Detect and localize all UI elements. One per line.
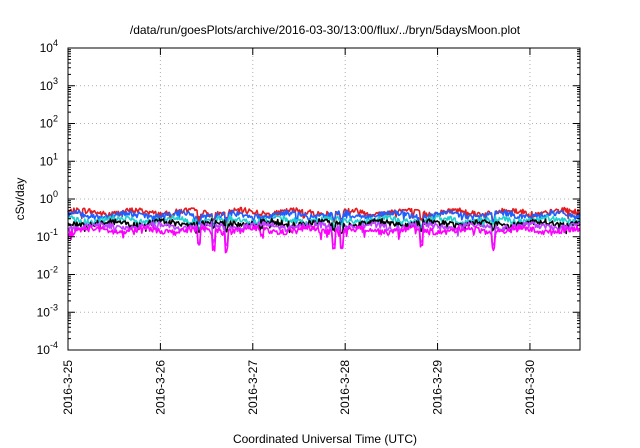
series-line — [67, 225, 581, 254]
y-tick-label-base: 10 — [37, 343, 51, 357]
grid — [68, 48, 580, 350]
x-tick-label: 2016-3-30 — [523, 360, 537, 415]
y-tick-label-exponent: -4 — [50, 340, 58, 350]
y-tick-label-base: 10 — [37, 305, 51, 319]
y-tick-label-exponent: 4 — [53, 38, 58, 48]
y-axis-label: cSv/day — [13, 178, 27, 221]
x-tick-label: 2016-3-26 — [153, 360, 167, 415]
ticks — [67, 47, 580, 351]
chart-title: /data/run/goesPlots/archive/2016-03-30/1… — [130, 23, 521, 37]
y-tick-label-base: 10 — [37, 268, 51, 282]
y-tick-label: 10-2 — [37, 265, 58, 282]
y-tick-label-exponent: -3 — [50, 302, 58, 312]
y-tick-label-exponent: 3 — [53, 76, 58, 86]
y-tick-label: 10-3 — [37, 302, 58, 319]
y-tick-label: 104 — [40, 38, 58, 55]
x-tick-label: 2016-3-28 — [338, 360, 352, 415]
y-tick-label-base: 10 — [40, 117, 54, 131]
series-layer — [67, 206, 581, 254]
x-tick-labels: 2016-3-25 2016-3-26 2016-3-27 2016-3-28 2016… — [61, 360, 537, 415]
x-tick-label: 2016-3-27 — [246, 360, 260, 415]
y-tick-label-exponent: 0 — [53, 189, 58, 199]
x-tick-label: 2016-3-25 — [61, 360, 75, 415]
y-tick-label-exponent: -2 — [50, 265, 58, 275]
y-tick-label-exponent: 1 — [53, 151, 58, 161]
y-tick-label: 10-1 — [37, 227, 58, 244]
series-line — [67, 221, 581, 250]
y-tick-label: 10-4 — [37, 340, 58, 357]
x-tick-label: 2016-3-29 — [431, 360, 445, 415]
y-tick-label-exponent: -1 — [50, 227, 58, 237]
y-tick-label-exponent: 2 — [53, 114, 58, 124]
y-tick-label: 103 — [40, 76, 58, 93]
y-tick-label-base: 10 — [37, 230, 51, 244]
y-tick-label-base: 10 — [40, 79, 54, 93]
y-tick-label-base: 10 — [40, 192, 54, 206]
x-axis-label: Coordinated Universal Time (UTC) — [233, 432, 417, 446]
y-tick-label-base: 10 — [40, 41, 54, 55]
y-tick-label: 102 — [40, 114, 58, 131]
y-tick-label: 100 — [40, 189, 58, 206]
y-tick-label: 101 — [40, 151, 58, 168]
y-tick-label-base: 10 — [40, 154, 54, 168]
